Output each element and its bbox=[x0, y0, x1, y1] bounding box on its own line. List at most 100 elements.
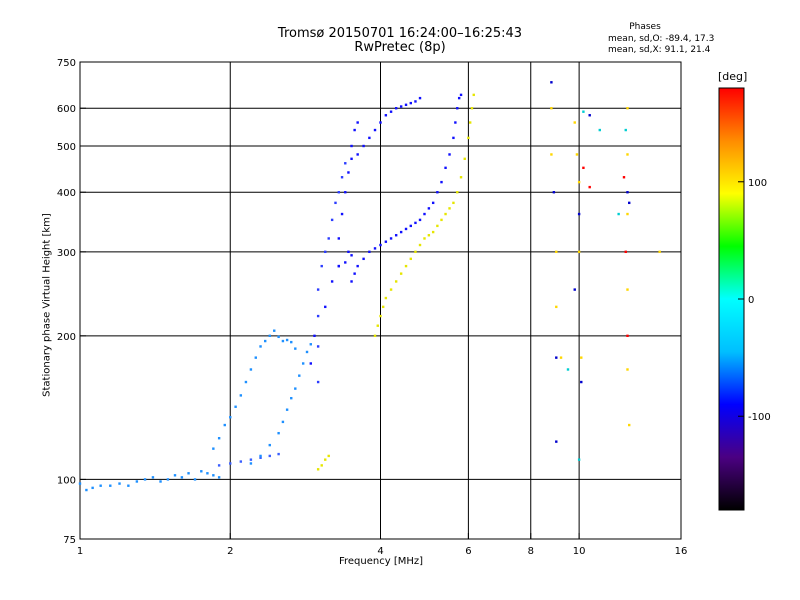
data-point bbox=[305, 350, 309, 354]
data-point bbox=[622, 176, 626, 179]
data-point bbox=[577, 250, 581, 254]
data-point bbox=[356, 121, 359, 124]
data-point bbox=[337, 264, 341, 268]
data-point bbox=[324, 305, 327, 309]
data-point bbox=[555, 356, 558, 359]
data-point bbox=[281, 339, 285, 343]
data-point bbox=[436, 191, 439, 194]
data-point bbox=[626, 107, 629, 110]
data-point bbox=[456, 107, 459, 110]
data-point bbox=[309, 362, 312, 365]
data-point bbox=[356, 264, 359, 268]
data-point bbox=[394, 280, 398, 283]
data-point bbox=[414, 250, 417, 254]
data-point bbox=[316, 345, 320, 348]
x-axis-label: Frequency [MHz] bbox=[338, 556, 424, 567]
data-point bbox=[555, 440, 558, 443]
data-point bbox=[555, 250, 558, 254]
data-point bbox=[143, 478, 147, 481]
data-point bbox=[459, 93, 463, 97]
data-point bbox=[373, 247, 377, 250]
data-point bbox=[337, 191, 341, 194]
data-point bbox=[316, 468, 320, 471]
data-point bbox=[384, 296, 388, 300]
data-point bbox=[580, 380, 583, 384]
data-point bbox=[379, 243, 382, 247]
data-point bbox=[301, 362, 305, 365]
data-point bbox=[399, 105, 403, 108]
y-tick-label: 200 bbox=[57, 332, 76, 343]
data-point bbox=[217, 476, 221, 479]
data-point bbox=[316, 288, 320, 291]
data-point bbox=[588, 185, 591, 189]
data-point bbox=[440, 218, 443, 222]
data-point bbox=[249, 458, 253, 461]
data-point bbox=[316, 314, 320, 318]
data-point bbox=[277, 452, 280, 456]
data-point bbox=[285, 338, 289, 342]
data-point bbox=[249, 462, 253, 465]
data-point bbox=[350, 157, 353, 161]
data-point bbox=[459, 176, 463, 179]
data-point bbox=[340, 176, 344, 179]
data-point bbox=[423, 212, 426, 216]
data-point bbox=[99, 484, 102, 487]
data-point bbox=[217, 464, 221, 467]
data-point bbox=[552, 191, 556, 194]
data-point bbox=[394, 107, 398, 110]
data-point bbox=[457, 96, 461, 100]
data-point bbox=[452, 136, 455, 140]
data-point bbox=[362, 257, 365, 261]
data-point bbox=[389, 237, 393, 240]
data-point bbox=[285, 408, 289, 411]
data-point bbox=[259, 456, 262, 459]
data-point bbox=[444, 166, 447, 170]
data-point bbox=[180, 476, 184, 479]
data-point bbox=[444, 212, 447, 216]
data-point bbox=[626, 288, 629, 291]
data-point bbox=[294, 347, 297, 350]
data-point bbox=[440, 180, 443, 184]
y-tick-label: 600 bbox=[57, 104, 76, 115]
data-point bbox=[399, 230, 403, 234]
data-point bbox=[309, 343, 312, 346]
data-point bbox=[467, 136, 470, 140]
data-point bbox=[409, 101, 412, 105]
data-point bbox=[555, 305, 558, 309]
data-point bbox=[404, 103, 408, 107]
data-point bbox=[394, 234, 398, 237]
data-point bbox=[239, 460, 243, 463]
data-point bbox=[259, 454, 262, 458]
data-point bbox=[327, 454, 330, 458]
data-point bbox=[264, 339, 267, 343]
y-tick-label: 300 bbox=[57, 248, 76, 259]
data-point bbox=[273, 329, 276, 332]
data-point bbox=[206, 472, 209, 475]
data-point bbox=[448, 207, 451, 210]
data-point bbox=[404, 264, 408, 268]
data-point bbox=[151, 476, 155, 479]
data-point bbox=[582, 110, 585, 113]
data-point bbox=[187, 472, 190, 475]
data-point bbox=[316, 380, 320, 384]
data-point bbox=[327, 237, 330, 240]
data-point bbox=[347, 250, 350, 254]
data-point bbox=[588, 114, 591, 117]
data-point bbox=[436, 224, 439, 228]
data-point bbox=[244, 380, 248, 384]
data-point bbox=[376, 324, 379, 327]
data-point bbox=[340, 212, 344, 216]
data-point bbox=[389, 110, 393, 113]
y-tick-label: 75 bbox=[63, 535, 76, 546]
data-point bbox=[626, 212, 629, 216]
data-point bbox=[373, 334, 377, 338]
chart-title: Tromsø 20150701 16:24:00–16:25:43 bbox=[277, 26, 523, 41]
data-point bbox=[626, 153, 629, 156]
data-point bbox=[381, 305, 385, 309]
data-point bbox=[598, 128, 601, 132]
data-point bbox=[324, 250, 327, 254]
data-point bbox=[404, 227, 408, 231]
data-point bbox=[344, 261, 347, 264]
data-point bbox=[200, 470, 203, 473]
data-point bbox=[223, 423, 226, 427]
